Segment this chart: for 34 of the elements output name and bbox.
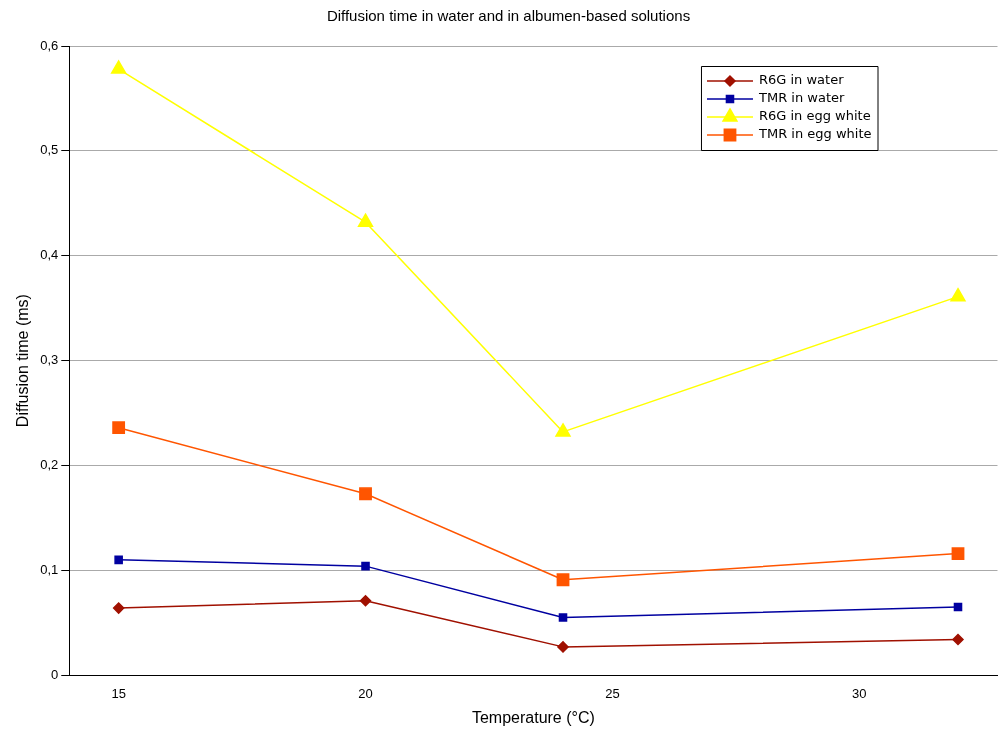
legend-label: R6G in water (758, 72, 845, 88)
x-tick-label: 30 (852, 685, 867, 701)
x-tick-label: 20 (358, 685, 373, 701)
y-tick-label: 0,3 (40, 352, 59, 368)
point (114, 555, 123, 565)
point (112, 602, 125, 614)
point (953, 602, 963, 612)
point (361, 561, 370, 571)
x-tick-label: 15 (111, 685, 126, 701)
point (950, 287, 966, 302)
chart-title: Diffusion time in water and in albumen-based solutions (326, 7, 691, 25)
point (557, 641, 569, 653)
point (951, 547, 965, 560)
point (558, 613, 568, 622)
y-axis-title: Diffusion time (ms) (14, 294, 32, 428)
point (110, 60, 127, 74)
y-tick-label: 0 (51, 666, 59, 682)
y-tick-label: 0,5 (40, 142, 59, 158)
y-tick-label: 0,4 (40, 247, 59, 263)
point (952, 633, 964, 646)
y-tick-label: 0,2 (40, 457, 59, 473)
point (359, 595, 372, 607)
point (555, 423, 571, 437)
y-tick-label: 0,1 (40, 561, 59, 577)
y-tick-label: 0,6 (40, 37, 59, 53)
x-tick-label: 25 (605, 685, 620, 701)
legend-label: R6G in egg white (758, 108, 871, 124)
point (357, 213, 374, 227)
legend-label: TMR in egg white (757, 126, 872, 142)
x-axis-title: Temperature (°C) (471, 708, 595, 726)
point (556, 573, 570, 587)
point (359, 487, 372, 501)
point (112, 421, 126, 435)
legend-label: TMR in water (757, 90, 845, 106)
